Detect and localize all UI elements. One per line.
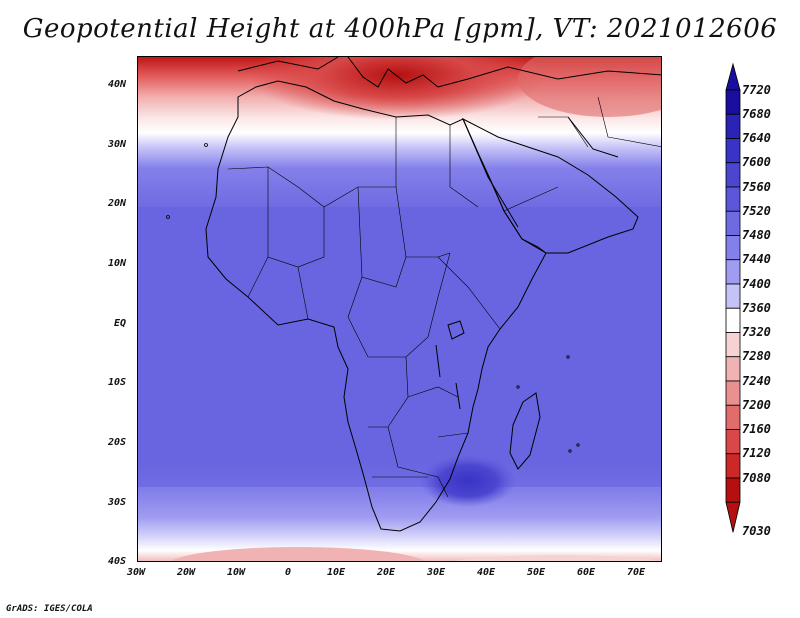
- colorbar-swatch: [725, 453, 741, 479]
- lat-tick: 40N: [108, 79, 127, 90]
- colorbar-label: 7030: [742, 524, 771, 538]
- lake-malawi: [455, 382, 461, 410]
- reunion: [568, 449, 572, 453]
- lat-tick: 40S: [108, 556, 127, 567]
- seychelles: [566, 355, 570, 359]
- colorbar-label: 7280: [742, 349, 771, 363]
- comoros: [516, 385, 520, 389]
- colorbar-label: 7160: [742, 422, 771, 436]
- colorbar-swatch: [725, 235, 741, 261]
- border-9: [247, 256, 269, 298]
- border-12: [449, 125, 479, 208]
- colorbar-swatch: [725, 307, 741, 333]
- colorbar-swatch: [725, 186, 741, 212]
- border-14: [597, 96, 661, 147]
- lat-tick: 30N: [108, 139, 127, 150]
- colorbar-swatch: [725, 332, 741, 358]
- border-15: [503, 186, 559, 212]
- lon-tick: 0: [285, 567, 292, 578]
- colorbar-top-arrow: [725, 62, 741, 91]
- map-title: Geopotential Height at 400hPa [gpm], VT:…: [22, 14, 778, 44]
- colorbar-label: 7080: [742, 471, 771, 485]
- lon-tick: 30W: [127, 567, 146, 578]
- colorbar-label: 7120: [742, 446, 771, 460]
- lon-tick: 60E: [577, 567, 596, 578]
- canary-islands: [204, 143, 208, 147]
- lon-tick: 10W: [227, 567, 246, 578]
- colorbar-label: 7600: [742, 155, 771, 169]
- lon-tick: 10E: [327, 567, 346, 578]
- colorbar-label: 7200: [742, 398, 771, 412]
- red-sea: [462, 118, 519, 228]
- border-6: [407, 386, 459, 398]
- colorbar-bottom-arrow: [725, 501, 741, 533]
- lon-tick: 50E: [527, 567, 546, 578]
- colorbar-swatch: [725, 259, 741, 285]
- geopotential-map: [138, 57, 661, 561]
- border-8: [437, 256, 501, 330]
- border-10: [297, 266, 309, 320]
- lat-tick: EQ: [114, 318, 127, 329]
- colorbar-swatch: [725, 283, 741, 309]
- colorbar-label: 7320: [742, 325, 771, 339]
- colorbar-label: 7640: [742, 131, 771, 145]
- colorbar-swatch: [725, 138, 741, 164]
- colorbar-swatch: [725, 89, 741, 115]
- colorbar-swatch: [725, 380, 741, 406]
- colorbar-swatch: [725, 210, 741, 236]
- lon-tick: 20W: [177, 567, 196, 578]
- lon-tick: 40E: [477, 567, 496, 578]
- lat-tick: 20N: [108, 198, 127, 209]
- map-panel: [137, 56, 662, 562]
- southern-africa-high: [420, 455, 516, 507]
- country-borders: [227, 96, 661, 498]
- lat-tick: 30S: [108, 497, 127, 508]
- lake-tanganyika: [435, 344, 441, 378]
- lake-victoria: [447, 320, 465, 340]
- colorbar-label: 7240: [742, 374, 771, 388]
- lat-tick: 10S: [108, 377, 127, 388]
- colorbar-label: 7520: [742, 204, 771, 218]
- colorbar-label: 7440: [742, 252, 771, 266]
- southern-trough-east: [454, 555, 661, 561]
- lat-tick: 20S: [108, 437, 127, 448]
- border-16: [437, 432, 469, 438]
- colorbar-swatch: [725, 477, 741, 503]
- colorbar-label: 7720: [742, 83, 771, 97]
- colorbar-swatch: [725, 429, 741, 455]
- madagascar-coast: [509, 392, 541, 470]
- tropical-band: [138, 207, 661, 487]
- border-5: [368, 356, 409, 428]
- border-7: [387, 426, 449, 498]
- colorbar-label: 7400: [742, 277, 771, 291]
- mediterranean-low: [248, 57, 548, 120]
- colorbar-label: 7360: [742, 301, 771, 315]
- persian-gulf: [567, 116, 619, 158]
- islands: [166, 143, 580, 453]
- border-3: [357, 186, 407, 288]
- colorbar-swatch: [725, 162, 741, 188]
- colorbar-label: 7680: [742, 107, 771, 121]
- cape-verde: [166, 215, 170, 219]
- lat-tick: 10N: [108, 258, 127, 269]
- mauritius: [576, 443, 580, 447]
- colorbar-swatch: [725, 113, 741, 139]
- colorbar-swatch: [725, 404, 741, 430]
- lon-tick: 30E: [427, 567, 446, 578]
- southern-trough: [171, 547, 425, 561]
- colorbar-label: 7480: [742, 228, 771, 242]
- europe-coast: [237, 57, 661, 88]
- footer-credit: GrADS: IGES/COLA: [6, 604, 93, 614]
- colorbar: [725, 62, 741, 533]
- colorbar-label: 7560: [742, 180, 771, 194]
- lon-tick: 20E: [377, 567, 396, 578]
- border-13: [538, 116, 589, 148]
- lon-tick: 70E: [627, 567, 646, 578]
- colorbar-swatch: [725, 356, 741, 382]
- arabia-coast: [461, 117, 639, 254]
